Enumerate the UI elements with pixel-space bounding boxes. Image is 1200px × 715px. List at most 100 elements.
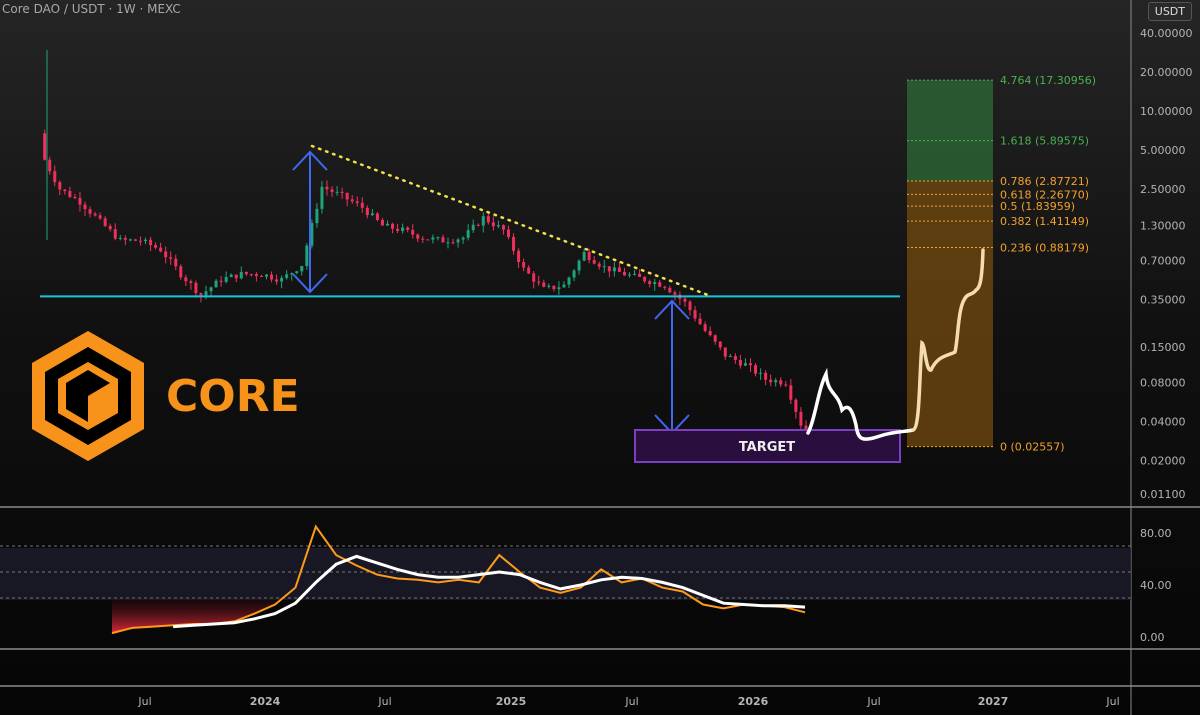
- candle-body: [471, 224, 475, 231]
- candle-body: [295, 271, 299, 274]
- candle-body: [527, 267, 531, 274]
- candle-body: [754, 365, 758, 374]
- candle-body: [481, 216, 485, 226]
- candle-body: [88, 209, 92, 214]
- candle-body: [118, 237, 122, 239]
- candle-body: [466, 230, 470, 238]
- candle-body: [638, 273, 642, 277]
- target-zone: [634, 429, 901, 463]
- candle-body: [174, 258, 178, 267]
- symbol-title: Core DAO / USDT · 1W · MEXC: [2, 2, 181, 16]
- candle-body: [769, 379, 773, 383]
- candle-body: [149, 239, 153, 246]
- candle-body: [713, 335, 717, 342]
- fib-level-label: 0.5 (1.83959): [1000, 200, 1075, 213]
- candle-body: [133, 239, 137, 241]
- candle-body: [597, 263, 601, 267]
- candle-body: [668, 287, 672, 293]
- candle-body: [98, 215, 102, 219]
- price-tick-label: 40.00000: [1140, 27, 1193, 40]
- candle-body: [733, 356, 737, 360]
- candle-body: [259, 275, 263, 277]
- candle-body: [658, 282, 662, 287]
- candle-body: [718, 341, 722, 348]
- candle-body: [265, 274, 268, 277]
- candle-body: [703, 324, 707, 332]
- candle-body: [406, 227, 410, 230]
- candle-body: [643, 276, 647, 282]
- candle-body: [300, 266, 304, 272]
- candle-body: [633, 273, 637, 275]
- candle-body: [360, 202, 364, 208]
- candle-body: [673, 292, 677, 295]
- candle-body: [63, 189, 67, 192]
- candle-body: [567, 277, 571, 285]
- time-tick-label: Jul: [624, 695, 638, 708]
- candle-body: [628, 274, 631, 276]
- rsi-tick-label: 80.00: [1140, 527, 1172, 540]
- candle-body: [128, 239, 132, 241]
- candle-body: [285, 274, 289, 278]
- candle-body: [607, 266, 611, 272]
- candle-body: [249, 274, 253, 276]
- currency-badge[interactable]: USDT: [1147, 2, 1192, 21]
- candle-body: [416, 234, 420, 239]
- candle-body: [426, 239, 430, 241]
- time-tick-label: Jul: [377, 695, 391, 708]
- price-tick-label: 10.00000: [1140, 105, 1193, 118]
- candle-body: [728, 356, 732, 358]
- time-tick-label: 2027: [978, 695, 1009, 708]
- target-label: TARGET: [739, 440, 795, 455]
- arrow-head-down: [292, 273, 328, 294]
- candle-body: [723, 347, 727, 357]
- candle-body: [592, 260, 596, 264]
- price-tick-label: 0.15000: [1140, 341, 1186, 354]
- candle-body: [708, 331, 712, 336]
- candle-body: [169, 257, 173, 259]
- candle-body: [330, 189, 334, 192]
- candle-body: [350, 199, 354, 202]
- candle-body: [386, 223, 389, 226]
- arrow-head-up: [654, 299, 690, 320]
- candle-body: [456, 239, 460, 243]
- candle-body: [280, 277, 284, 282]
- candle-body: [622, 271, 626, 276]
- candle-body: [537, 281, 541, 283]
- rsi-pane: 80.00 40.00 0.00: [0, 524, 1172, 644]
- fib-level-label: 1.618 (5.89575): [1000, 135, 1089, 148]
- candle-body: [421, 238, 425, 240]
- candle-body: [577, 260, 581, 271]
- candle-body: [476, 224, 480, 226]
- candle-body: [93, 213, 97, 216]
- candle-body: [749, 363, 752, 366]
- candle-body: [234, 274, 238, 279]
- candle-body: [164, 251, 168, 258]
- rsi-tick-label: 0.00: [1140, 631, 1165, 644]
- candle-body: [557, 287, 561, 290]
- candle-body: [688, 301, 692, 311]
- candle-body: [370, 213, 374, 216]
- candle-body: [138, 240, 142, 242]
- candle-body: [254, 274, 258, 276]
- candle-body: [375, 213, 379, 220]
- candle-body: [159, 247, 163, 252]
- time-tick-label: 2024: [250, 695, 281, 708]
- candle-body: [355, 201, 359, 203]
- fib-zone-orange: [907, 181, 993, 447]
- time-tick-label: 2026: [738, 695, 769, 708]
- candle-body: [517, 250, 521, 263]
- candle-body: [486, 216, 490, 223]
- candle-body: [789, 385, 793, 400]
- projection-path-rally: [911, 248, 985, 432]
- candle-body: [305, 245, 309, 267]
- time-tick-label: Jul: [137, 695, 151, 708]
- candle-body: [461, 237, 465, 240]
- candle-body: [501, 225, 505, 230]
- candle-body: [320, 186, 324, 209]
- candle-body: [123, 237, 127, 240]
- fib-level-label: 0 (0.02557): [1000, 441, 1065, 454]
- candle-body: [532, 273, 536, 282]
- candle-body: [512, 236, 516, 251]
